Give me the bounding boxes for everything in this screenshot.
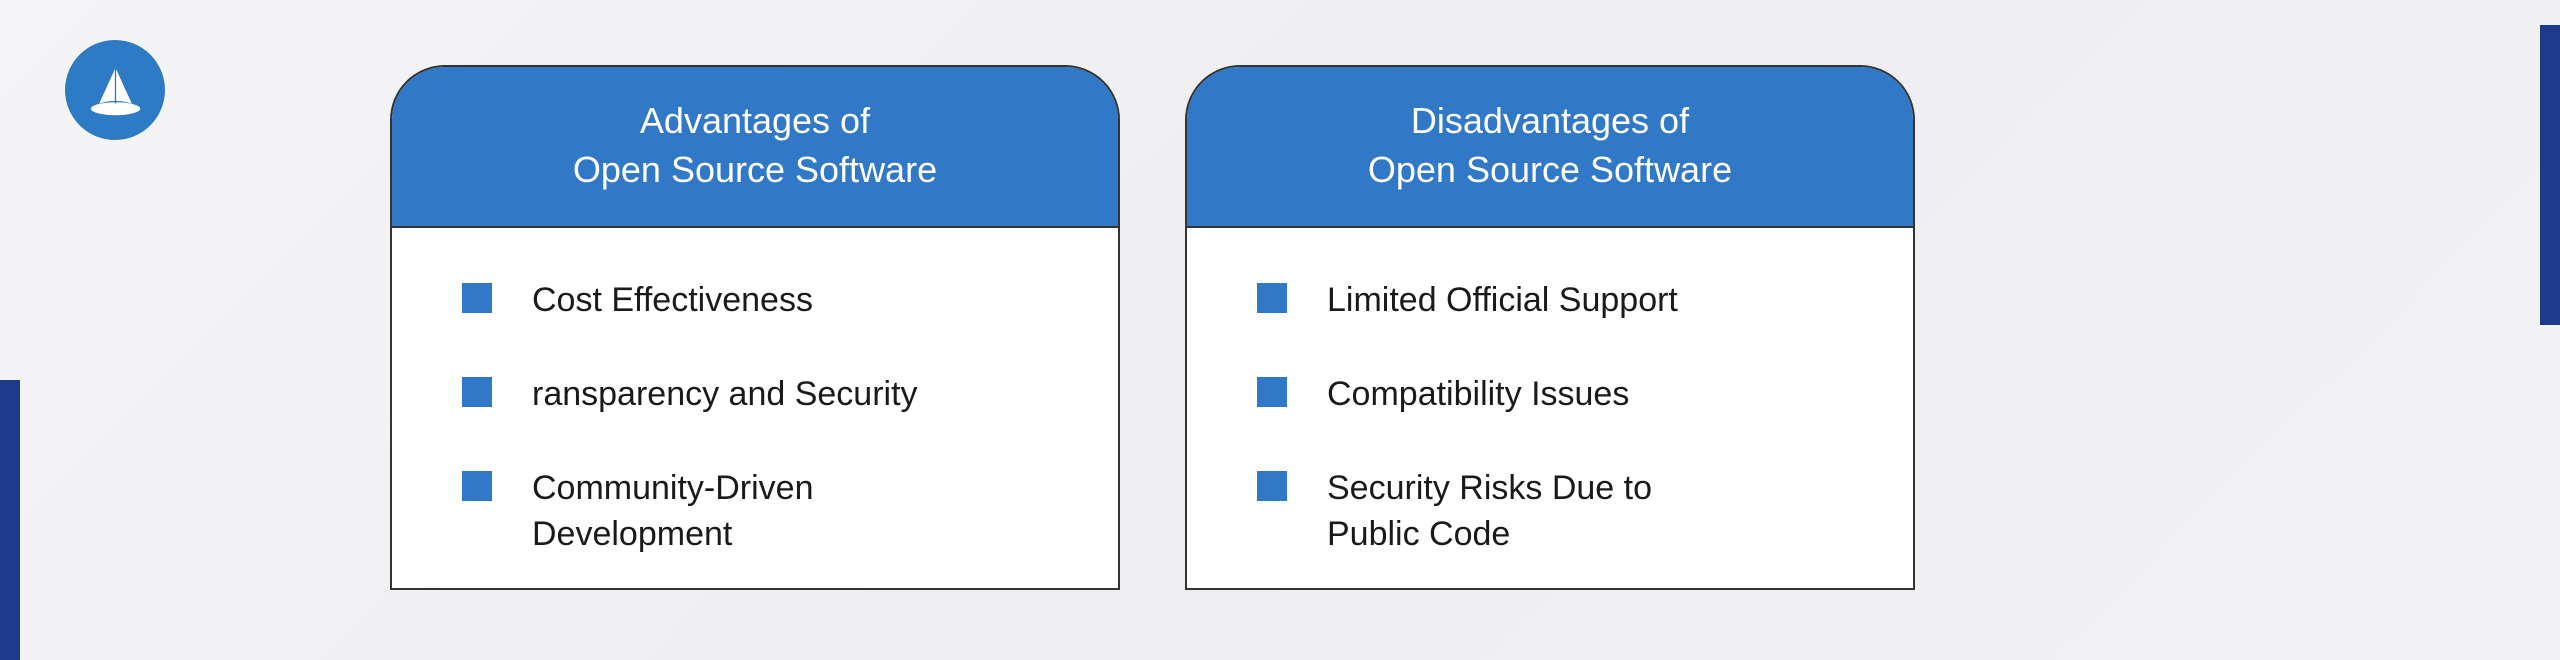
bullet-icon <box>1257 471 1287 501</box>
advantages-card-body: Cost Effectiveness ransparency and Secur… <box>392 228 1118 588</box>
item-text: Cost Effectiveness <box>532 278 813 324</box>
list-item: Compatibility Issues <box>1257 372 1853 418</box>
card-title-line2: Open Source Software <box>1368 149 1732 190</box>
bullet-icon <box>462 471 492 501</box>
cards-container: Advantages of Open Source Software Cost … <box>390 65 1915 590</box>
bullet-icon <box>462 283 492 313</box>
item-text: Compatibility Issues <box>1327 372 1629 418</box>
bullet-icon <box>462 377 492 407</box>
bullet-icon <box>1257 283 1287 313</box>
disadvantages-card: Disadvantages of Open Source Software Li… <box>1185 65 1915 590</box>
list-item: Community-Driven Development <box>462 466 1058 558</box>
left-accent-bar <box>0 380 20 660</box>
advantages-card-header: Advantages of Open Source Software <box>392 67 1118 228</box>
item-text: Security Risks Due to Public Code <box>1327 466 1747 558</box>
disadvantages-card-header: Disadvantages of Open Source Software <box>1187 67 1913 228</box>
card-title-line1: Disadvantages of <box>1411 100 1689 141</box>
card-title-line2: Open Source Software <box>573 149 937 190</box>
item-text: ransparency and Security <box>532 372 918 418</box>
item-text: Community-Driven Development <box>532 466 952 558</box>
item-text: Limited Official Support <box>1327 278 1678 324</box>
card-title-line1: Advantages of <box>640 100 870 141</box>
right-accent-bar <box>2540 25 2560 325</box>
list-item: Cost Effectiveness <box>462 278 1058 324</box>
list-item: Security Risks Due to Public Code <box>1257 466 1853 558</box>
disadvantages-card-body: Limited Official Support Compatibility I… <box>1187 228 1913 588</box>
list-item: Limited Official Support <box>1257 278 1853 324</box>
list-item: ransparency and Security <box>462 372 1058 418</box>
bullet-icon <box>1257 377 1287 407</box>
logo-icon <box>65 40 165 140</box>
advantages-card: Advantages of Open Source Software Cost … <box>390 65 1120 590</box>
